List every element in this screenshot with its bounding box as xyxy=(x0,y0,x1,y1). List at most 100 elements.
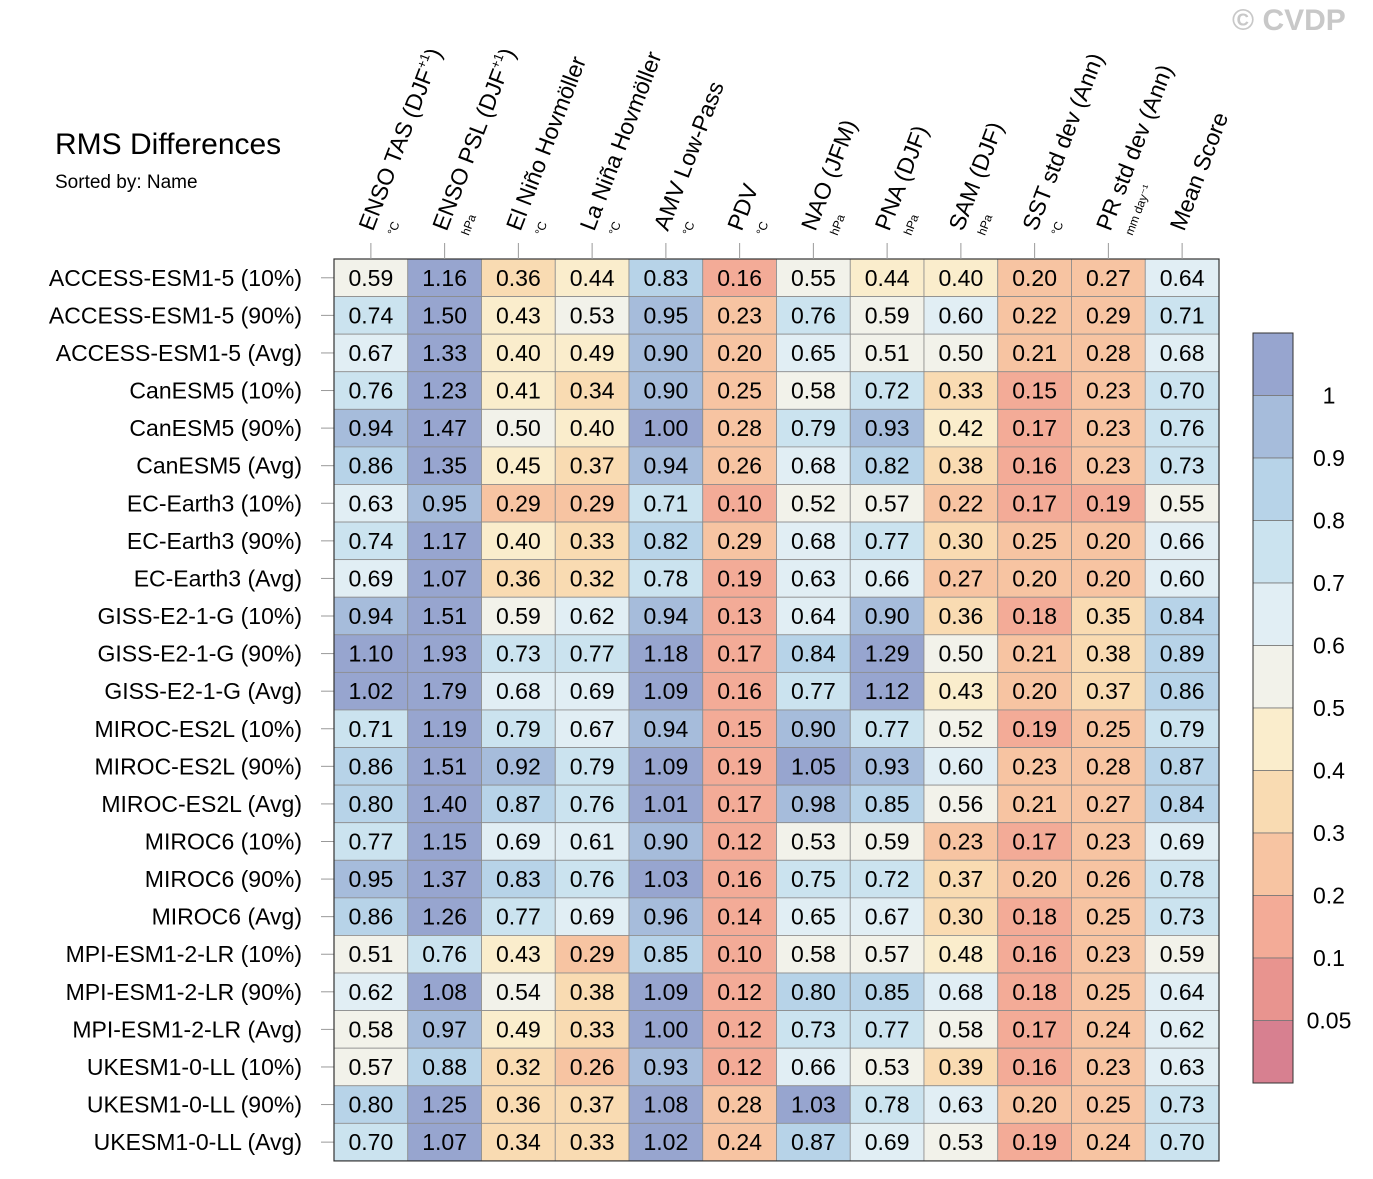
cell-value: 0.70 xyxy=(348,1129,393,1155)
cell-value: 0.27 xyxy=(1086,265,1131,291)
chart-title: RMS Differences xyxy=(55,128,282,161)
heatmap-cell xyxy=(776,446,851,485)
cell-value: 0.55 xyxy=(791,265,836,291)
cell-value: 0.18 xyxy=(1012,979,1057,1005)
cell-value: 0.28 xyxy=(1086,753,1131,779)
heatmap-cell xyxy=(923,1122,999,1162)
cell-value: 0.23 xyxy=(1086,1054,1131,1080)
heatmap-cell xyxy=(1071,1122,1146,1162)
cell-value: 0.94 xyxy=(643,603,688,629)
heatmap-cell xyxy=(849,596,925,636)
heatmap-cell xyxy=(1071,634,1146,673)
heatmap-cell xyxy=(1071,521,1146,561)
heatmap-cell xyxy=(702,1047,777,1087)
cell-value: 0.40 xyxy=(496,340,541,366)
chart-subtitle: Sorted by: Name xyxy=(55,172,198,193)
colorbar-segment xyxy=(1252,895,1294,959)
cell-value: 0.59 xyxy=(865,302,910,328)
heatmap-cell xyxy=(849,634,925,673)
cell-value: 0.73 xyxy=(496,641,541,667)
column-label: La Niña Hovmöller xyxy=(575,48,667,234)
heatmap-cell xyxy=(923,859,999,899)
cell-value: 0.23 xyxy=(1086,453,1131,479)
cell-value: 0.19 xyxy=(717,753,762,779)
column-unit: hPa xyxy=(827,212,848,237)
heatmap-cell xyxy=(997,671,1072,711)
cell-value: 0.57 xyxy=(865,941,910,967)
cell-value: 1.09 xyxy=(643,753,688,779)
cell-value: 0.22 xyxy=(938,490,983,516)
cell-value: 0.84 xyxy=(1160,603,1205,629)
colorbar-label: 0.5 xyxy=(1313,695,1345,721)
heatmap-cell xyxy=(628,1047,704,1087)
cell-value: 0.17 xyxy=(1012,828,1057,854)
cell-value: 0.71 xyxy=(1160,302,1205,328)
cell-value: 0.16 xyxy=(717,678,762,704)
cell-value: 0.94 xyxy=(348,603,393,629)
cell-value: 0.79 xyxy=(1160,716,1205,742)
cell-value: 0.83 xyxy=(643,265,688,291)
colorbar-label: 0.9 xyxy=(1313,445,1345,471)
cell-value: 0.95 xyxy=(422,490,467,516)
cell-value: 0.15 xyxy=(717,716,762,742)
cell-value: 0.27 xyxy=(1086,791,1131,817)
row-label: MIROC-ES2L (Avg) xyxy=(101,791,302,817)
column-unit: °C xyxy=(680,219,698,237)
colorbar-label: 0.6 xyxy=(1313,633,1345,659)
cell-value: 1.01 xyxy=(643,791,688,817)
cell-value: 0.58 xyxy=(938,1016,983,1042)
heatmap-cell xyxy=(333,747,409,786)
heatmap-cell xyxy=(702,935,777,974)
colorbar-segment xyxy=(1252,707,1294,771)
row-label: GISS-E2-1-G (90%) xyxy=(98,641,303,667)
heatmap-cell xyxy=(702,822,777,861)
cell-value: 0.89 xyxy=(1160,641,1205,667)
cell-value: 0.29 xyxy=(496,490,541,516)
column-label: ENSO PSL (DJF+1) xyxy=(426,44,520,234)
column-header: PNA (DJF)hPa xyxy=(870,122,934,237)
heatmap-cell xyxy=(1144,408,1220,448)
row-label: UKESM1-0-LL (10%) xyxy=(87,1054,302,1080)
cell-value: 1.03 xyxy=(643,866,688,892)
colorbar-label: 0.8 xyxy=(1313,508,1345,534)
heatmap-cell xyxy=(997,408,1072,448)
cell-value: 0.90 xyxy=(865,603,910,629)
cell-value: 1.29 xyxy=(865,641,910,667)
cell-value: 0.66 xyxy=(865,565,910,591)
heatmap-cell xyxy=(628,1085,704,1124)
colorbar-segment xyxy=(1252,645,1294,709)
cell-value: 0.18 xyxy=(1012,603,1057,629)
cell-value: 0.65 xyxy=(791,904,836,930)
heatmap-cell xyxy=(1144,371,1220,410)
cell-value: 0.66 xyxy=(791,1054,836,1080)
heatmap-cell xyxy=(849,258,925,297)
heatmap-cell xyxy=(997,859,1072,899)
heatmap-cell xyxy=(997,596,1072,636)
cell-value: 0.74 xyxy=(348,302,393,328)
cell-value: 0.43 xyxy=(496,302,541,328)
cell-value: 0.57 xyxy=(865,490,910,516)
heatmap-cell xyxy=(776,1122,851,1162)
row-label: ACCESS-ESM1-5 (10%) xyxy=(49,265,302,291)
cell-value: 0.60 xyxy=(1160,565,1205,591)
cell-value: 0.33 xyxy=(570,528,615,554)
cell-value: 0.63 xyxy=(791,565,836,591)
cell-value: 0.23 xyxy=(938,828,983,854)
column-header: NAO (JFM)hPa xyxy=(796,116,862,237)
cell-value: 0.69 xyxy=(348,565,393,591)
row-label: GISS-E2-1-G (10%) xyxy=(98,603,303,629)
cell-value: 0.32 xyxy=(496,1054,541,1080)
cell-value: 0.20 xyxy=(1012,265,1057,291)
cell-value: 0.73 xyxy=(1160,1092,1205,1118)
heatmap-cell xyxy=(923,634,999,673)
cell-value: 0.64 xyxy=(1160,265,1205,291)
cell-value: 0.20 xyxy=(1012,565,1057,591)
heatmap-cell xyxy=(923,747,999,786)
heatmap-cell xyxy=(481,371,556,410)
cell-value: 0.16 xyxy=(1012,941,1057,967)
heatmap-cell xyxy=(776,859,851,899)
cell-value: 0.38 xyxy=(570,979,615,1005)
heatmap-cell xyxy=(923,408,999,448)
cell-value: 0.93 xyxy=(865,415,910,441)
heatmap-cell xyxy=(1071,333,1146,373)
